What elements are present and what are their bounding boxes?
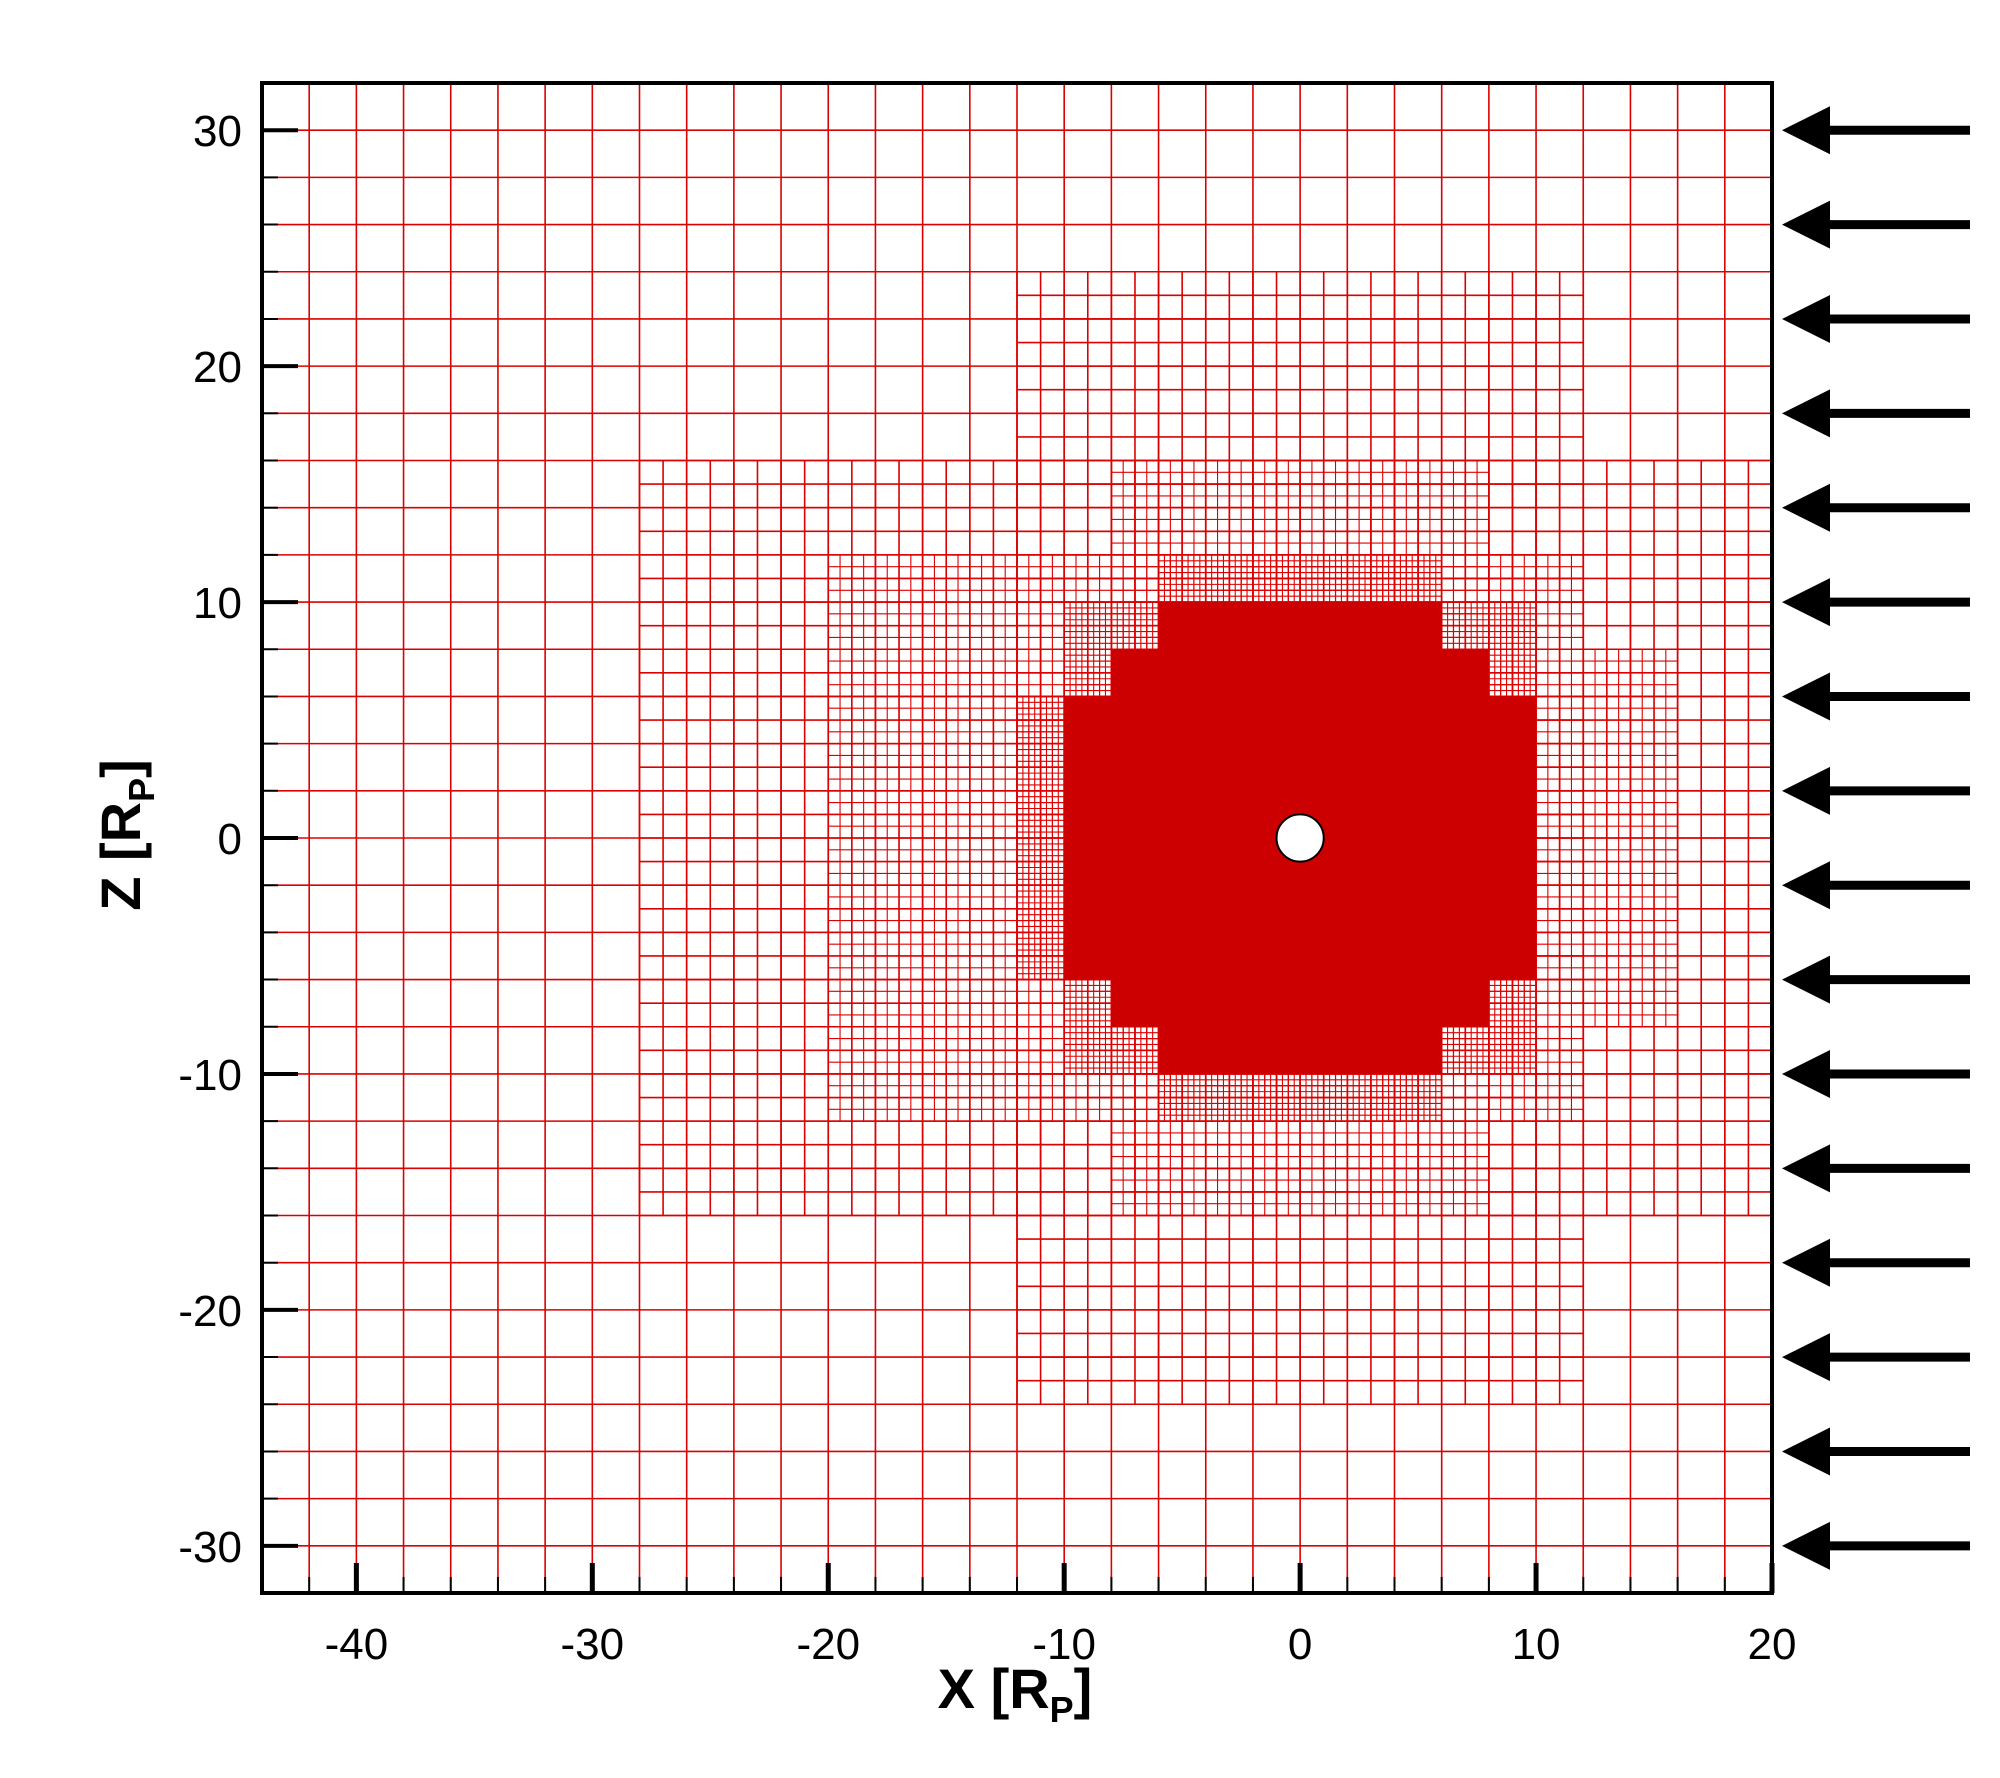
arrow-head <box>1782 861 1830 910</box>
y-tick-label: -30 <box>178 1523 242 1572</box>
y-tick-label: -10 <box>178 1051 242 1100</box>
inflow-arrow <box>1782 578 1970 627</box>
arrow-head <box>1782 1049 1830 1098</box>
inflow-arrow <box>1782 861 1970 910</box>
inflow-arrow <box>1782 1238 1970 1287</box>
x-tick-label: 0 <box>1288 1620 1312 1669</box>
inflow-arrow <box>1782 766 1970 815</box>
arrow-head <box>1782 1238 1830 1287</box>
x-tick-label: 10 <box>1512 1620 1561 1669</box>
inflow-arrow <box>1782 1144 1970 1193</box>
inflow-arrow <box>1782 483 1970 532</box>
arrow-head <box>1782 766 1830 815</box>
x-minor-ticks <box>261 1577 1773 1593</box>
grid-level-5 <box>1582 648 1679 1028</box>
inflow-arrow <box>1782 1427 1970 1476</box>
y-axis-title-sub: P <box>121 778 162 802</box>
y-tick-label: 10 <box>193 579 242 628</box>
y-tick-label: 30 <box>193 107 242 156</box>
planet-circle <box>1275 813 1325 863</box>
y-axis-title-close: ] <box>89 759 152 778</box>
inflow-arrow <box>1782 1333 1970 1382</box>
y-axis-title-main: Z [R <box>89 802 152 911</box>
arrow-head <box>1782 578 1830 627</box>
inflow-arrow <box>1782 672 1970 721</box>
x-axis-ticks: -40 -30 -20 -10 0 10 20 <box>261 1563 1797 1669</box>
x-axis-title-sub: P <box>1050 1689 1074 1730</box>
arrow-head <box>1782 1144 1830 1193</box>
arrow-head <box>1782 294 1830 343</box>
grid-lines-level-5 <box>1582 648 1679 1028</box>
x-tick-label: -10 <box>1032 1620 1096 1669</box>
x-axis-title: X [RP] <box>938 1657 1093 1730</box>
inflow-arrow <box>1782 389 1970 438</box>
y-axis-title: Z [RP] <box>89 759 162 911</box>
x-tick-label: -20 <box>796 1620 860 1669</box>
inflow-arrow <box>1782 955 1970 1004</box>
x-axis-title-main: X [R <box>938 1657 1050 1720</box>
refinement-grid <box>261 82 1773 1594</box>
arrow-head <box>1782 106 1830 155</box>
arrow-head <box>1782 672 1830 721</box>
inflow-arrow <box>1782 106 1970 155</box>
y-tick-label: -20 <box>178 1287 242 1336</box>
arrow-head <box>1782 955 1830 1004</box>
y-tick-label: 20 <box>193 343 242 392</box>
x-tick-label: 20 <box>1748 1620 1797 1669</box>
arrow-head <box>1782 389 1830 438</box>
arrow-head <box>1782 1521 1830 1570</box>
x-tick-label: -30 <box>561 1620 625 1669</box>
inflow-arrow <box>1782 1521 1970 1570</box>
inflow-arrow <box>1782 294 1970 343</box>
arrow-head <box>1782 1333 1830 1382</box>
y-tick-label: 0 <box>218 815 242 864</box>
y-axis-ticks: 30 20 10 0 -10 -20 -30 <box>178 82 298 1594</box>
arrow-head <box>1782 483 1830 532</box>
inflow-arrow <box>1782 1049 1970 1098</box>
planet-body <box>1275 813 1325 863</box>
inflow-arrows <box>1782 106 1970 1570</box>
arrow-head <box>1782 200 1830 249</box>
inflow-arrow <box>1782 200 1970 249</box>
x-tick-label: -40 <box>325 1620 389 1669</box>
arrow-head <box>1782 1427 1830 1476</box>
x-axis-title-close: ] <box>1074 1657 1093 1720</box>
